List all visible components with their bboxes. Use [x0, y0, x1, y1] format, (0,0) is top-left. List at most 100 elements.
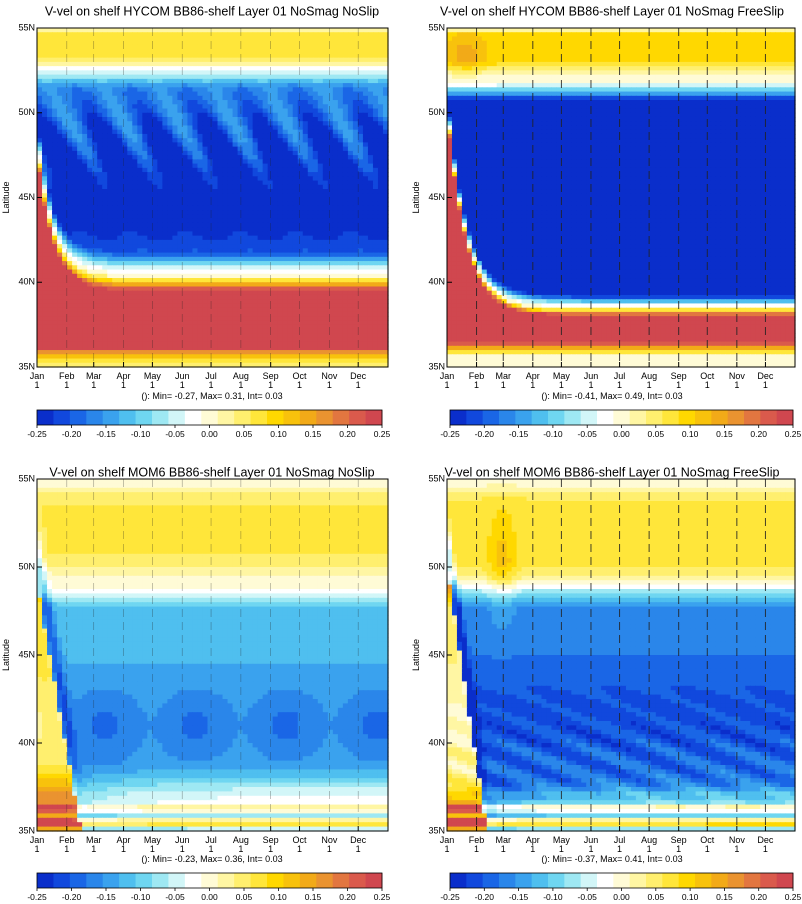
y-tick-label: 35N: [18, 361, 35, 371]
colorbar-tick-label: -0.05: [578, 429, 598, 439]
x-tick-day: 1: [180, 844, 185, 854]
x-tick-day: 1: [501, 380, 506, 390]
x-tick-day: 1: [34, 380, 39, 390]
colorbar-swatch: [70, 410, 87, 425]
y-axis-label: Latitude: [1, 639, 11, 671]
colorbar-swatch: [300, 410, 317, 425]
x-tick-day: 1: [209, 380, 214, 390]
y-tick-label: 45N: [18, 192, 35, 202]
x-tick-day: 1: [91, 844, 96, 854]
colorbar-swatch: [548, 873, 565, 888]
x-tick-day: 1: [91, 380, 96, 390]
colorbar-swatch: [564, 410, 581, 425]
colorbar-tick-label: 0.05: [648, 429, 665, 439]
y-axis-label: Latitude: [411, 181, 421, 213]
x-tick-day: 1: [238, 380, 243, 390]
heatmap-field: [37, 28, 389, 368]
x-tick-day: 1: [647, 380, 652, 390]
colorbar-swatch: [466, 410, 483, 425]
x-tick-day: 1: [64, 380, 69, 390]
heatmap-field: [37, 479, 389, 832]
colorbar: -0.25 -0.20 -0.15 -0.10 -0.05 0.00 0.05 0.10 0.1…: [27, 410, 390, 439]
colorbar-swatch: [218, 410, 235, 425]
x-tick-day: 1: [647, 844, 652, 854]
x-tick-day: 1: [474, 844, 479, 854]
colorbar-swatch: [711, 873, 728, 888]
colorbar-swatch: [70, 873, 87, 888]
colorbar-swatch: [744, 410, 761, 425]
colorbar-tick-label: 0.10: [270, 892, 287, 902]
colorbar-swatch: [218, 873, 235, 888]
colorbar-tick-label: -0.15: [509, 429, 529, 439]
colorbar-tick-label: 0.00: [613, 429, 630, 439]
colorbar-swatch: [728, 873, 745, 888]
heatmap-field: [447, 28, 796, 368]
x-tick-day: 1: [763, 380, 768, 390]
x-tick-day: 1: [180, 380, 185, 390]
y-tick-label: 55N: [428, 22, 445, 32]
colorbar-tick-label: 0.00: [201, 892, 218, 902]
colorbar-swatch: [450, 873, 467, 888]
colorbar-tick-label: 0.25: [374, 892, 391, 902]
y-tick-label: 45N: [428, 649, 445, 659]
colorbar-swatch: [613, 873, 630, 888]
x-tick-day: 1: [209, 844, 214, 854]
x-tick-day: 1: [327, 380, 332, 390]
colorbar-swatch: [777, 410, 794, 425]
colorbar-swatch: [581, 873, 598, 888]
colorbar-swatch: [679, 873, 696, 888]
colorbar-swatch: [251, 410, 268, 425]
colorbar-tick-label: 0.15: [716, 892, 733, 902]
colorbar-swatch: [483, 410, 500, 425]
x-tick-day: 1: [617, 844, 622, 854]
colorbar-tick-label: -0.10: [131, 429, 151, 439]
y-tick-label: 35N: [428, 825, 445, 835]
colorbar-swatch: [646, 410, 663, 425]
colorbar-tick-label: 0.20: [750, 892, 767, 902]
colorbar-swatch: [564, 873, 581, 888]
y-tick-label: 40N: [18, 737, 35, 747]
colorbar-tick-label: -0.20: [475, 892, 495, 902]
x-tick-day: 1: [356, 844, 361, 854]
x-tick-day: 1: [530, 380, 535, 390]
colorbar-swatch: [267, 410, 284, 425]
colorbar-swatch: [597, 410, 614, 425]
x-tick-day: 1: [150, 380, 155, 390]
panel-1: V-vel on shelf HYCOM BB86-shelf Layer 01…: [1, 4, 391, 439]
colorbar-swatch: [234, 410, 251, 425]
colorbar-swatch: [630, 410, 647, 425]
panel-title: V-vel on shelf HYCOM BB86-shelf Layer 01…: [440, 4, 784, 18]
colorbar-swatch: [333, 410, 350, 425]
colorbar-swatch: [152, 410, 169, 425]
x-tick-day: 1: [734, 380, 739, 390]
colorbar-swatch: [136, 873, 153, 888]
colorbar-swatch: [168, 410, 185, 425]
colorbar-tick-label: -0.05: [165, 429, 185, 439]
colorbar-swatch: [613, 410, 630, 425]
x-tick-day: 1: [444, 844, 449, 854]
colorbar-swatch: [168, 873, 185, 888]
colorbar-swatch: [662, 410, 679, 425]
colorbar-tick-label: -0.10: [543, 429, 563, 439]
colorbar-swatch: [201, 873, 218, 888]
y-tick-label: 35N: [428, 361, 445, 371]
colorbar-swatch: [366, 873, 383, 888]
colorbar-swatch: [37, 873, 54, 888]
colorbar-swatch: [185, 873, 202, 888]
colorbar-swatch: [760, 410, 777, 425]
colorbar-tick-label: -0.25: [440, 892, 460, 902]
colorbar-swatch: [450, 410, 467, 425]
x-tick-day: 1: [705, 844, 710, 854]
x-tick-day: 1: [150, 844, 155, 854]
x-tick-day: 1: [588, 844, 593, 854]
x-tick-day: 1: [356, 380, 361, 390]
colorbar-swatch: [53, 410, 70, 425]
colorbar-swatch: [103, 410, 120, 425]
colorbar-tick-label: 0.10: [682, 429, 699, 439]
colorbar-swatch: [777, 873, 794, 888]
colorbar-tick-label: -0.25: [27, 892, 47, 902]
y-tick-label: 50N: [428, 107, 445, 117]
panel-title: V-vel on shelf MOM6 BB86-shelf Layer 01 …: [49, 465, 374, 479]
colorbar-tick-label: 0.20: [339, 429, 356, 439]
colorbar-tick-label: -0.20: [62, 429, 82, 439]
